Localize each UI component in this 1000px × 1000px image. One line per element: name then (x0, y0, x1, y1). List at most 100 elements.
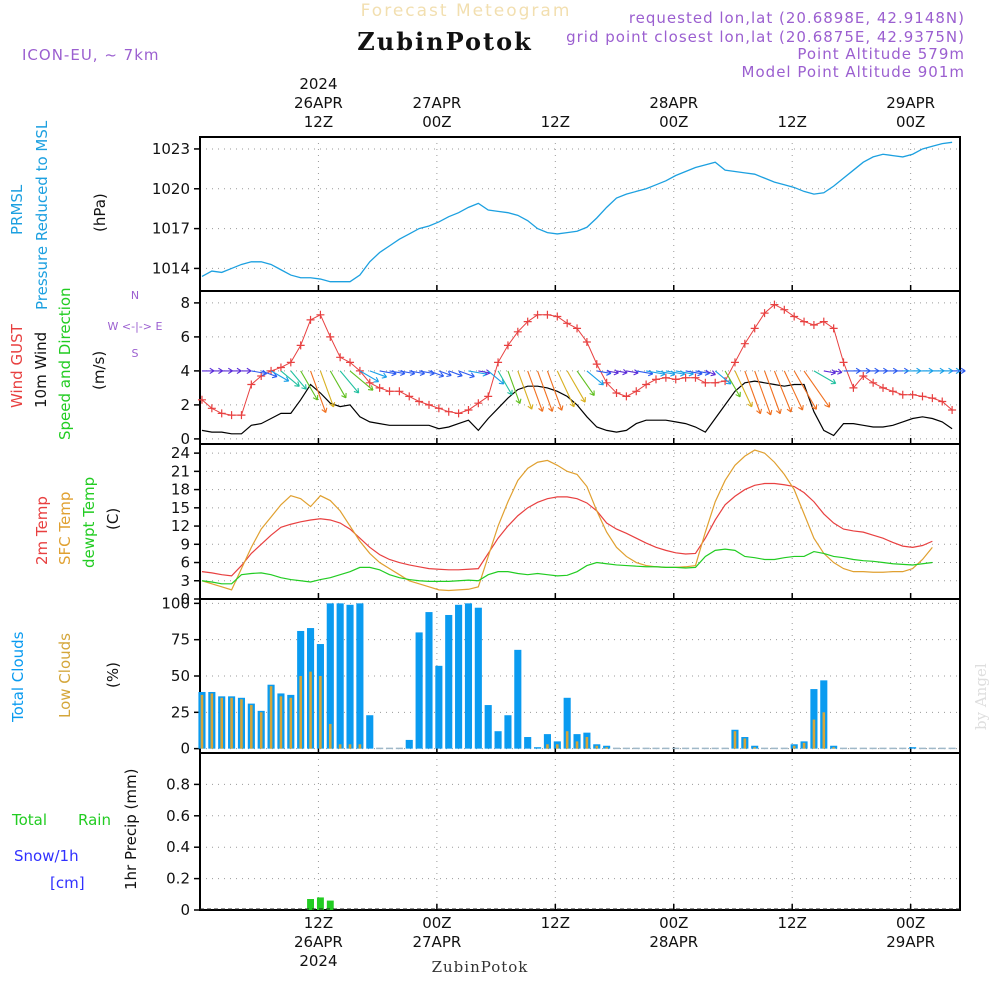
total-cloud-bar (632, 747, 640, 750)
rain-bar (307, 899, 314, 910)
rain-bar (326, 900, 334, 910)
y-tick-label: 0 (180, 740, 190, 758)
y-tick-label: 8 (180, 294, 190, 312)
top-time-label: 12Z (541, 113, 570, 131)
temp-2m-line (201, 482, 933, 577)
y-tick-label: 0 (180, 590, 190, 608)
low-cloud-bar (299, 676, 302, 749)
y-tick-label: 18 (171, 481, 190, 499)
total-cloud-bar (455, 604, 463, 749)
temp2m-label: 2m Temp (33, 496, 51, 565)
wind-speed-label: Speed and Direction (56, 287, 74, 440)
low-cloud-bar (329, 723, 332, 749)
gust-marker (612, 389, 621, 397)
gust-marker (474, 399, 483, 408)
sfc-temp-line (201, 449, 933, 592)
gust-marker (513, 327, 522, 336)
bottom-time-label: 12Z (541, 914, 570, 932)
total-cloud-bar (839, 747, 848, 750)
station-name: ZubinPotok (357, 27, 532, 56)
y-tick-label: 9 (180, 535, 190, 553)
gust-marker (691, 373, 700, 382)
gust-marker (306, 315, 315, 324)
gust-marker (849, 383, 858, 392)
low-cloud-bar (230, 697, 233, 749)
wind-arrow (517, 370, 534, 410)
wind-arrow (952, 367, 966, 375)
y-tick-label: 1014 (152, 259, 190, 277)
total-cloud-bar (938, 747, 946, 750)
closest-coords: grid point closest lon,lat (20.6875E, 42… (566, 28, 965, 46)
gust-marker (671, 375, 680, 384)
top-time-label: 26APR (294, 94, 343, 112)
wind-arrow (546, 370, 564, 411)
total-cloud-bar (682, 747, 690, 750)
dewpt-label: dewpt Temp (80, 477, 98, 568)
low-cloud-bar (210, 693, 214, 749)
total-cloud-bar (928, 747, 936, 750)
gust-marker (296, 341, 305, 350)
total-cloud-bar (869, 747, 877, 750)
gust-marker (898, 390, 907, 399)
total-cloud-bar (494, 731, 502, 749)
bottom-time-label: 00Z (422, 914, 451, 932)
gust-marker (622, 392, 631, 401)
y-tick-label: 0.6 (166, 807, 190, 825)
total-cloud-bar (376, 747, 384, 750)
total-cloud-bar (761, 747, 769, 750)
total-cloud-bar (543, 734, 551, 749)
low-cloud-bar (338, 744, 342, 749)
total-cloud-bar (909, 747, 917, 749)
low-cloud-bar (792, 745, 796, 749)
rain-label: Rain (78, 811, 111, 829)
bottom-time-label: 00Z (659, 914, 688, 932)
total-cloud-bar (464, 603, 473, 749)
wind-arrow (428, 370, 445, 378)
gust-marker (523, 317, 532, 326)
gust-marker (879, 383, 888, 392)
gust-marker (247, 380, 256, 389)
gust-marker (336, 353, 345, 362)
gust-marker (494, 358, 503, 367)
gust-marker (750, 324, 759, 333)
gust-marker (711, 378, 720, 387)
clouds-unit: (%) (104, 662, 122, 688)
wind-arrow (339, 370, 360, 394)
gust-marker (800, 317, 809, 326)
gust-marker (780, 305, 789, 314)
wind-arrow (783, 370, 804, 411)
pressure-label: Pressure Reduced to MSL (33, 120, 51, 310)
gust-marker (740, 339, 749, 348)
y-tick-label: 12 (171, 517, 190, 535)
wind-arrow (487, 370, 505, 385)
low-cloud-bar (250, 705, 253, 749)
wind-arrow (833, 368, 843, 375)
total-cloud-bar (948, 747, 956, 750)
top-time-label: 12Z (778, 113, 807, 131)
wind-arrow (280, 370, 300, 387)
gust-marker (592, 360, 601, 369)
gust-marker (316, 310, 325, 319)
gust-marker (415, 397, 424, 406)
total-cloud-bar (326, 603, 334, 749)
wind-arrow (497, 370, 513, 396)
footer-station: ZubinPotok (432, 958, 529, 976)
total-cloud-bar (425, 612, 433, 749)
wind-arrow (537, 370, 554, 412)
compass-s: S (132, 347, 139, 360)
gust-marker (237, 411, 246, 420)
total-cloud-bar (366, 715, 374, 749)
low-cloud-bar (358, 744, 362, 749)
low-cloud-bar (565, 731, 569, 749)
gust-marker (888, 387, 897, 396)
prmsl-label: PRMSL (8, 184, 26, 235)
total-cloud-bar (435, 665, 443, 749)
precip-panel: 0 0.2 0.4 0.6 0.8 (166, 752, 961, 919)
total-cloud-bar (701, 747, 709, 750)
wind-arrow (448, 370, 463, 378)
low-cloud-bar (802, 742, 806, 749)
clouds-panel: 0 25 50 75 100 (161, 594, 961, 758)
total-cloud-bar (642, 747, 650, 750)
gust-marker (227, 411, 236, 420)
